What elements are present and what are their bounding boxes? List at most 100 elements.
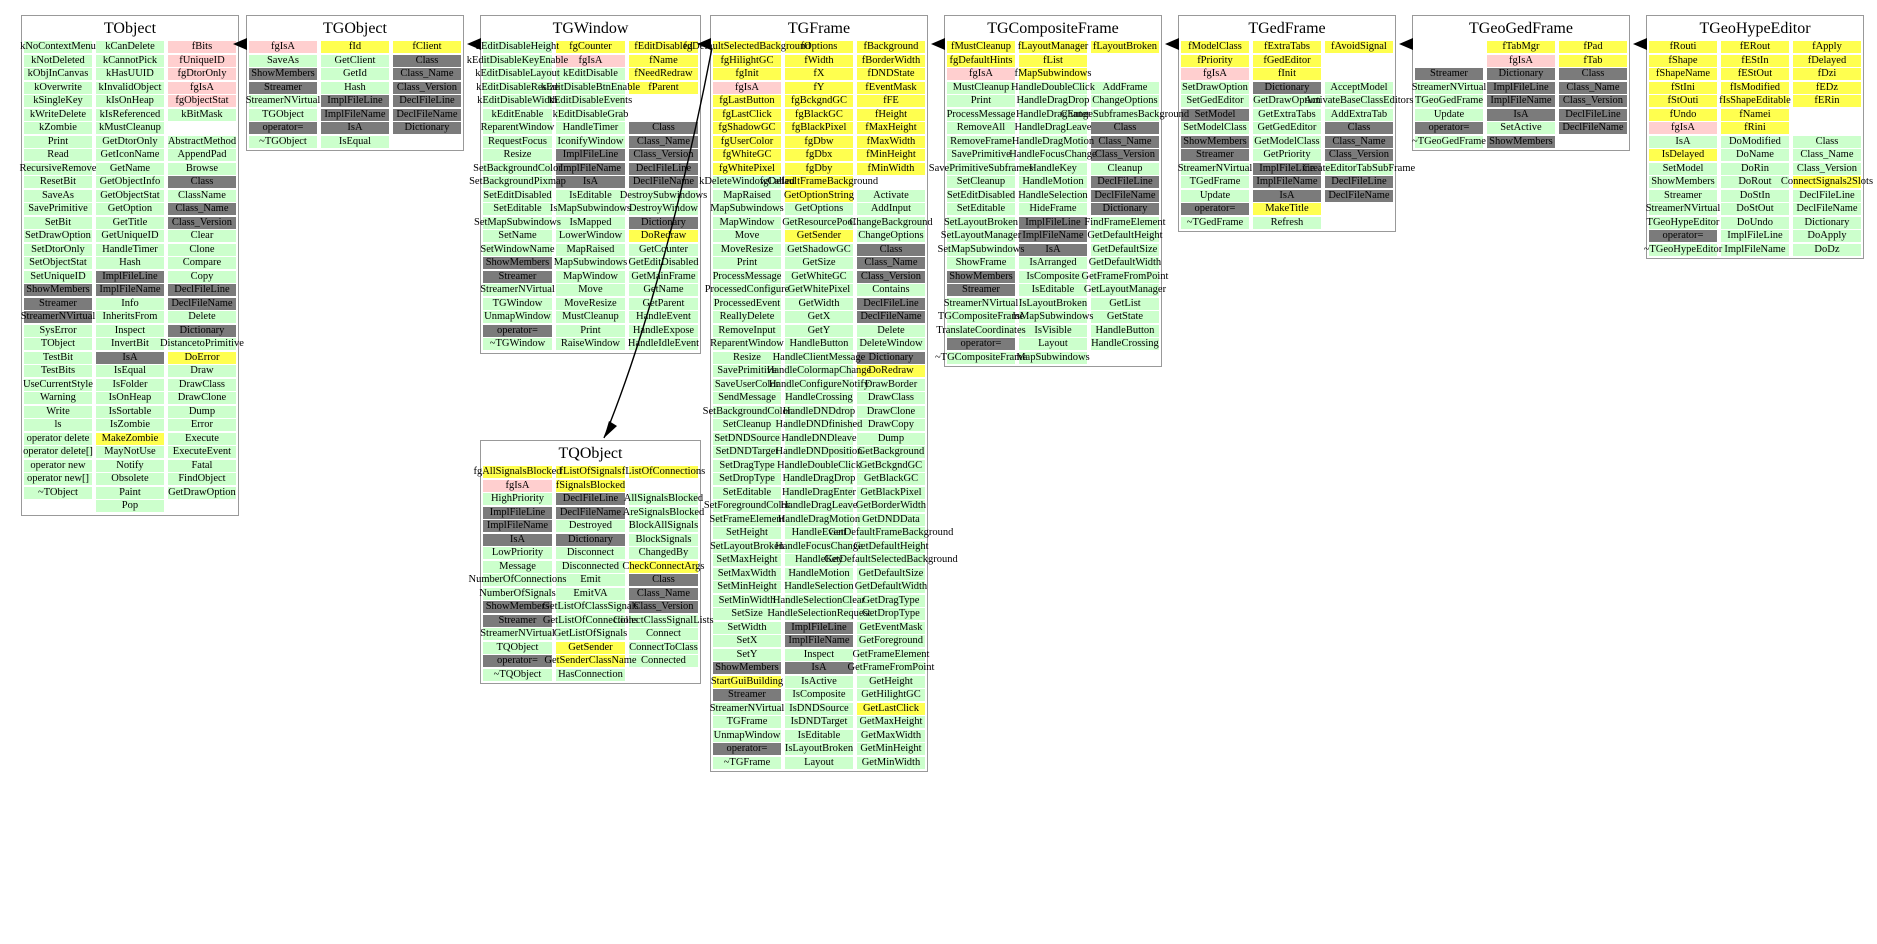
member-cell: Dictionary bbox=[391, 122, 463, 136]
member-row: SetCleanup HandleMotion DeclFileLine bbox=[945, 176, 1161, 190]
member-cell: fERout bbox=[1719, 41, 1791, 55]
member-label: fgDbw bbox=[804, 135, 834, 147]
member-row: SetDtorOnly HandleTimer Clone bbox=[22, 243, 238, 258]
member-cell: SetForegroundColor bbox=[704, 500, 790, 514]
class-box-tgcompositeframe[interactable]: TGCompositeFrame fMustCleanup fLayoutManag… bbox=[929, 15, 1189, 367]
member-label: GetEditDisabled bbox=[628, 257, 699, 268]
member-label: DeclFileName bbox=[559, 506, 622, 518]
member-chip-classdef-generated: Dictionary bbox=[556, 533, 625, 546]
class-box-tgframe[interactable]: TGFrame fgDefaultSelectedBackground fOptio… bbox=[683, 15, 958, 772]
member-chip-classdef-generated: IsA bbox=[1487, 108, 1555, 121]
member-label: GetDefaultSize bbox=[858, 567, 924, 579]
class-box-tgobject[interactable]: TGObject fgIsA fId fClient SaveAs GetClient Cl… bbox=[246, 15, 464, 151]
member-row: kEditEnable kEditDisableGrab bbox=[481, 108, 700, 123]
member-chip-method: HandleExpose bbox=[629, 324, 698, 337]
member-chip-method: LowerWindow bbox=[556, 230, 625, 242]
member-chip-method: kEditDisableWidth bbox=[477, 95, 558, 107]
member-label: SetMinWidth bbox=[718, 594, 776, 606]
member-cell: Class_Version bbox=[1791, 162, 1863, 177]
class-box-tgedframe[interactable]: TGedFrame fModelClass fExtraTabs fAvoidSign… bbox=[1178, 15, 1415, 232]
member-chip-method: ProcessedConfigure bbox=[705, 284, 789, 296]
member-row: fgIsA fSignalsBlocked bbox=[481, 479, 700, 494]
member-chip-method: GetWhiteGC bbox=[785, 270, 853, 283]
member-label: Class bbox=[190, 176, 214, 187]
member-row: fgIsA fY fEventMask bbox=[711, 81, 927, 96]
member-cell: TestBits bbox=[22, 365, 94, 379]
member-cell: fEventMask bbox=[855, 81, 927, 96]
member-chip-method: Delete bbox=[168, 311, 236, 323]
class-box-tgeogedframe[interactable]: TGeoGedFrame fTabMgr fPad fgIsA fTab Streamer… bbox=[1412, 15, 1630, 151]
member-label: DoDz bbox=[1814, 243, 1840, 255]
member-cell: fgDbw bbox=[783, 135, 855, 150]
class-box-tobject[interactable]: TObject kNoContextMenu kCanDelete fBits kNot… bbox=[19, 15, 244, 516]
member-cell: GetUniqueID bbox=[94, 230, 166, 244]
member-chip-method: Connect bbox=[629, 628, 698, 640]
member-chip-method: UnmapWindow bbox=[483, 311, 552, 323]
member-chip-method: HandleButton bbox=[1091, 324, 1159, 337]
member-chip-method: DestroySubwindows bbox=[620, 189, 707, 202]
member-chip-method: GetIconName bbox=[96, 149, 164, 161]
member-cell: ImplFileName bbox=[1017, 230, 1089, 244]
member-chip-method: Connected bbox=[629, 655, 698, 667]
member-row: operator delete MakeZombie Execute bbox=[22, 432, 238, 447]
member-label: ChangeSubframesBackground bbox=[1060, 108, 1190, 120]
member-label: HandleDragDrop bbox=[782, 473, 856, 484]
class-box-tgwindow[interactable]: TGWindow kEditDisableHeight fgCounter fEdit… bbox=[467, 15, 707, 354]
member-cell: IsEditable bbox=[783, 729, 855, 744]
member-label: LowPriority bbox=[491, 547, 544, 558]
member-label: Class_Name bbox=[175, 203, 229, 214]
member-chip-method: StreamerNVirtual bbox=[480, 628, 555, 640]
class-box-tqobject[interactable]: TQObject fgAllSignalsBlocked fListOfSignal… bbox=[468, 440, 714, 684]
member-chip-classdef-generated: ImplFileLine bbox=[1253, 162, 1321, 175]
member-chip-method: GetId bbox=[321, 68, 389, 80]
inheritance-arrowhead-tgframe-tqobject bbox=[604, 421, 617, 438]
member-row: ~TGFrame Layout GetMinWidth bbox=[711, 756, 927, 771]
member-chip-method: StreamerNVirtual bbox=[1646, 203, 1720, 215]
member-cell: GetBorderWidth bbox=[855, 500, 927, 514]
member-cell: fgIsA bbox=[247, 41, 319, 55]
member-label: ~TObject bbox=[38, 486, 78, 498]
member-label: Dictionary bbox=[868, 351, 914, 363]
member-cell: HandleTimer bbox=[554, 122, 627, 136]
member-chip-method: TGFrame bbox=[713, 716, 781, 728]
member-cell: DrawClass bbox=[855, 392, 927, 406]
member-cell: Dump bbox=[855, 432, 927, 447]
member-cell: DrawClass bbox=[166, 378, 238, 393]
member-cell: fgUserColor bbox=[711, 135, 783, 150]
member-chip-method: ~TGedFrame bbox=[1181, 216, 1249, 229]
member-chip-method: Streamer bbox=[1649, 189, 1717, 202]
member-cell: GetDrawOption bbox=[1251, 95, 1323, 109]
class-box-tgeohypeeditor[interactable]: TGeoHypeEditor fRouti fERout fApply fShape fE… bbox=[1644, 15, 1873, 259]
member-chip-data-member-or-signal: fLayoutManager bbox=[1018, 41, 1088, 53]
member-cell: GetY bbox=[783, 324, 855, 339]
member-label: DeclFileName bbox=[860, 311, 922, 322]
member-cell: fShapeName bbox=[1647, 68, 1719, 82]
member-row: fPriority fGedEditor bbox=[1179, 54, 1395, 69]
member-chip-classdef-generated: ShowMembers bbox=[713, 662, 781, 674]
member-cell: ImplFileLine bbox=[1251, 162, 1323, 177]
member-label: HandleExpose bbox=[632, 324, 695, 336]
member-cell: kBitMask bbox=[166, 108, 238, 123]
member-label: GetState bbox=[1106, 311, 1144, 322]
member-cell: kIsOnHeap bbox=[94, 95, 166, 109]
member-label: ImplFileLine bbox=[489, 506, 546, 518]
member-label: fgWhitePixel bbox=[718, 162, 775, 174]
member-chip-method: GetDragType bbox=[857, 594, 925, 607]
member-label: Class bbox=[652, 122, 675, 133]
member-chip-method: DeclFileName bbox=[1793, 203, 1861, 215]
member-label: SetUniqueID bbox=[30, 270, 86, 282]
member-label: SetMaxWidth bbox=[717, 567, 777, 579]
member-label: Streamer bbox=[498, 270, 537, 282]
member-cell: TGedFrame bbox=[1179, 176, 1251, 190]
member-cell: SetEditable bbox=[945, 203, 1017, 217]
member-chip-classdef-generated: Class_Version bbox=[1559, 95, 1627, 107]
member-cell bbox=[1791, 109, 1863, 123]
member-label: EmitVA bbox=[573, 587, 608, 599]
member-label: RequestFocus bbox=[488, 135, 547, 147]
member-row: SetModelClass GetGedEditor Class bbox=[1179, 122, 1395, 136]
member-chip-method: ReparentWindow bbox=[481, 122, 554, 134]
member-chip-method: ProcessMessage bbox=[713, 270, 781, 283]
member-chip-method: IsDNDTarget bbox=[785, 716, 853, 728]
member-label: HandleFocusChange bbox=[1009, 149, 1097, 160]
member-chip-method: DrawCopy bbox=[857, 419, 925, 431]
